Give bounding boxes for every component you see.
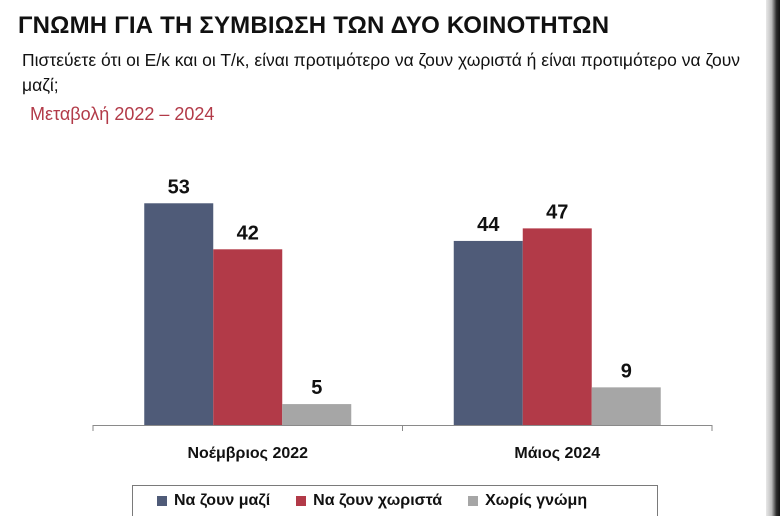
- legend-label-no-opinion: Χωρίς γνώμη: [485, 492, 588, 509]
- data-labels-group: 53 42 5 44 47 9: [168, 176, 632, 399]
- bar-together-1: [144, 203, 214, 425]
- bars-group: [144, 203, 661, 425]
- legend-swatch-together: [157, 496, 167, 506]
- legend-label-together: Να ζουν μαζί: [174, 492, 271, 509]
- legend: Να ζουν μαζί Να ζουν χωριστά Χωρίς γνώμη: [132, 485, 658, 516]
- data-label-together-2: 44: [477, 214, 500, 236]
- change-label: Μεταβολή 2022 – 2024: [30, 104, 215, 124]
- category-label-1: Νοέμβριος 2022: [187, 445, 308, 462]
- bar-no-opinion-1: [282, 404, 352, 425]
- legend-swatch-separately: [296, 496, 307, 506]
- x-axis: Νοέμβριος 2022 Μάιος 2024: [92, 425, 713, 462]
- bar-separately-1: [213, 249, 283, 425]
- legend-swatch-no-opinion: [468, 496, 479, 506]
- chart-title: ΓΝΩΜΗ ΓΙΑ ΤΗ ΣΥΜΒΙΩΣΗ ΤΩΝ ΔΥΟ ΚΟΙΝΟΤΗΤΩΝ: [18, 12, 610, 39]
- category-label-2: Μάιος 2024: [514, 445, 600, 462]
- data-label-separately-1: 42: [237, 222, 259, 244]
- legend-item-together: Να ζουν μαζί: [157, 492, 270, 510]
- bar-together-2: [453, 240, 523, 425]
- window-edge: [766, 0, 780, 516]
- chart-question: Πιστεύετε ότι οι Ε/κ και οι Τ/κ, είναι π…: [22, 50, 741, 95]
- bar-no-opinion-2: [591, 387, 661, 425]
- data-label-no-opinion-1: 5: [311, 377, 322, 399]
- legend-item-separately: Να ζουν χωριστά: [296, 492, 442, 510]
- legend-item-no-opinion: Χωρίς γνώμη: [468, 492, 587, 510]
- bar-separately-2: [522, 228, 592, 425]
- data-label-together-1: 53: [168, 176, 190, 198]
- legend-label-separately: Να ζουν χωριστά: [313, 492, 443, 509]
- bar-chart: 53 42 5 44 47 9 Νοέμβριος 2022 Μάιος 2024: [92, 176, 713, 462]
- data-label-no-opinion-2: 9: [621, 360, 632, 382]
- data-label-separately-2: 47: [546, 201, 568, 223]
